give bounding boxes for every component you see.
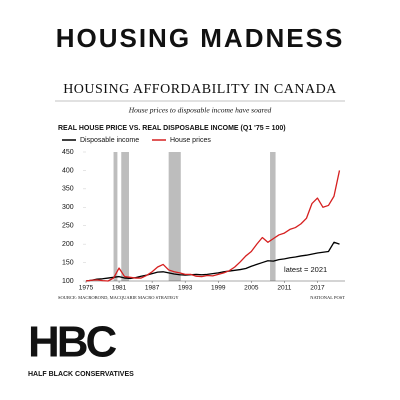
- series-line: [85, 241, 340, 282]
- annotation: latest = 2021: [284, 265, 327, 274]
- x-tick-label: 1975: [79, 285, 94, 292]
- legend-label: House prices: [170, 137, 211, 144]
- y-tick-label: 400: [62, 167, 74, 174]
- recession-band: [121, 152, 129, 281]
- credit: NATIONAL POST: [310, 295, 345, 300]
- y-tick-label: 250: [62, 223, 74, 230]
- y-tick-label: 200: [62, 241, 74, 248]
- y-tick-label: 350: [62, 186, 74, 193]
- x-tick-label: 1987: [145, 285, 160, 292]
- x-tick-label: 2017: [310, 285, 325, 292]
- logo-name: HALF BLACK CONSERVATIVES: [28, 371, 134, 378]
- chart-title: HOUSING AFFORDABILITY IN CANADA: [63, 82, 337, 97]
- y-tick-label: 300: [62, 204, 74, 211]
- x-tick-label: 1981: [112, 285, 127, 292]
- page-title: HOUSING MADNESS: [56, 23, 345, 53]
- recession-band: [113, 152, 118, 281]
- plot: 100 150 200 250 300 350 400 450 1975 1981 1987 1993…: [62, 137, 345, 292]
- y-tick-label: 450: [62, 149, 74, 156]
- y-tick-label: 150: [62, 259, 74, 266]
- recession-band: [168, 152, 181, 281]
- y-tick-label: 100: [62, 278, 74, 285]
- chart-heading: REAL HOUSE PRICE VS. REAL DISPOSABLE INC…: [58, 125, 286, 132]
- series-line: [85, 170, 341, 282]
- chart-subtitle: House prices to disposable income have s…: [128, 106, 272, 115]
- x-tick-label: 1999: [211, 285, 226, 292]
- recession-band: [270, 152, 276, 281]
- x-tick-label: 1993: [178, 285, 193, 292]
- legend-label: Disposable income: [80, 137, 139, 144]
- logo-letters: HBC: [28, 318, 117, 367]
- source: SOURCE: MACROBOND, MACQUARIE MACRO STRAT…: [58, 295, 179, 301]
- x-tick-label: 2005: [244, 285, 259, 292]
- x-tick-label: 2011: [277, 285, 291, 292]
